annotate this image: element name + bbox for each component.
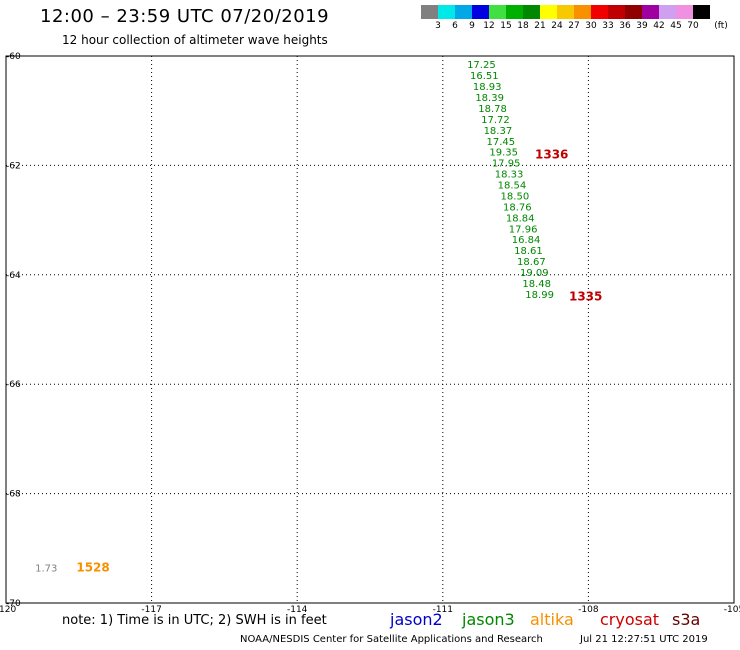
legend-label: 18	[517, 21, 529, 31]
legend-label: 45	[670, 21, 682, 31]
legend-swatch	[557, 5, 574, 19]
legend-label: 12	[483, 21, 495, 31]
legend-label: 24	[551, 21, 563, 31]
legend-swatch	[693, 5, 710, 19]
legend-label: 9	[469, 21, 475, 31]
satellite-jason3-label: jason3	[462, 610, 515, 629]
x-tick-label: -105	[724, 605, 740, 615]
data-label: 18.48	[522, 279, 551, 290]
y-tick-label: -66	[6, 380, 21, 390]
legend-swatch	[659, 5, 676, 19]
legend-label: 6	[452, 21, 458, 31]
color-legend: (ft) 3 6 9 12 15 18 21 24 27 30 33 36 39 42 45 70	[421, 5, 740, 33]
y-tick-label: -70	[6, 599, 21, 609]
page-subtitle: 12 hour collection of altimeter wave hei…	[62, 33, 328, 47]
data-label: 18.50	[501, 191, 530, 202]
data-label: 18.76	[503, 202, 532, 213]
data-label: 17.96	[509, 224, 538, 235]
data-label: 18.61	[514, 246, 543, 257]
legend-swatch	[642, 5, 659, 19]
legend-swatch	[608, 5, 625, 19]
satellite-cryosat-label: cryosat	[600, 610, 660, 629]
legend-swatch	[591, 5, 608, 19]
legend-label: 27	[568, 21, 580, 31]
legend-swatch	[472, 5, 489, 19]
data-label: 18.84	[506, 213, 535, 224]
x-tick-label: -111	[433, 605, 453, 615]
legend-swatch	[506, 5, 523, 19]
x-tick-label: -114	[287, 605, 308, 615]
legend-label: 21	[534, 21, 546, 31]
legend-swatch	[489, 5, 506, 19]
legend-swatch	[676, 5, 693, 19]
legend-label: 42	[653, 21, 665, 31]
data-label: 1336	[535, 147, 568, 161]
legend-label: 39	[636, 21, 648, 31]
legend-swatches	[421, 5, 740, 19]
data-label: 18.54	[498, 181, 527, 192]
legend-swatch	[421, 5, 438, 19]
x-tick-label: -120	[0, 605, 16, 615]
y-tick-label: -60	[6, 52, 21, 62]
legend-unit: (ft)	[714, 21, 728, 31]
satellite-jason2-label: jason2	[390, 610, 443, 629]
legend-label: 3	[435, 21, 441, 31]
data-label: 16.84	[512, 235, 541, 246]
data-label: 18.99	[525, 290, 554, 301]
y-tick-label: -62	[6, 161, 21, 171]
data-label: 18.78	[478, 104, 507, 115]
data-label: 19.35	[489, 148, 518, 159]
legend-label: 30	[585, 21, 597, 31]
legend-swatch	[625, 5, 642, 19]
y-tick-label: -64	[6, 271, 21, 281]
map-frame	[5, 55, 735, 604]
data-label: 18.39	[475, 93, 504, 104]
data-label: 18.93	[473, 82, 502, 93]
satellite-s3a-label: s3a	[672, 610, 701, 629]
legend-swatch	[574, 5, 591, 19]
data-label: 18.37	[484, 126, 513, 137]
data-label: 1.73	[35, 563, 57, 574]
y-tick-label: -68	[6, 490, 21, 500]
data-label: 17.25	[467, 60, 496, 71]
credit-text: NOAA/NESDIS Center for Satellite Applica…	[240, 634, 543, 645]
x-tick-label: -108	[578, 605, 599, 615]
legend-labels: (ft) 3 6 9 12 15 18 21 24 27 30 33 36 39 42 45 70	[421, 19, 740, 33]
data-label: 1528	[76, 560, 109, 574]
footer-note: note: 1) Time is in UTC; 2) SWH is in fe…	[62, 613, 327, 628]
data-label: 19.09	[520, 268, 549, 279]
data-label: 18.33	[495, 170, 524, 181]
legend-label: 70	[687, 21, 699, 31]
page-title: 12:00 – 23:59 UTC 07/20/2019	[40, 6, 330, 27]
legend-swatch	[438, 5, 455, 19]
legend-label: 36	[619, 21, 631, 31]
legend-label: 15	[500, 21, 512, 31]
data-label: 17.72	[481, 115, 510, 126]
data-label: 1335	[569, 290, 602, 304]
x-tick-label: -117	[141, 605, 161, 615]
data-label: 18.67	[517, 257, 546, 268]
legend-swatch	[540, 5, 557, 19]
credit-timestamp: Jul 21 12:27:51 UTC 2019	[580, 634, 708, 645]
data-label: 16.51	[470, 71, 499, 82]
legend-label: 33	[602, 21, 614, 31]
satellite-altika-label: altika	[530, 610, 574, 629]
data-label: 17.45	[486, 137, 515, 148]
data-label: 17.95	[492, 159, 521, 170]
legend-swatch	[523, 5, 540, 19]
legend-swatch	[455, 5, 472, 19]
